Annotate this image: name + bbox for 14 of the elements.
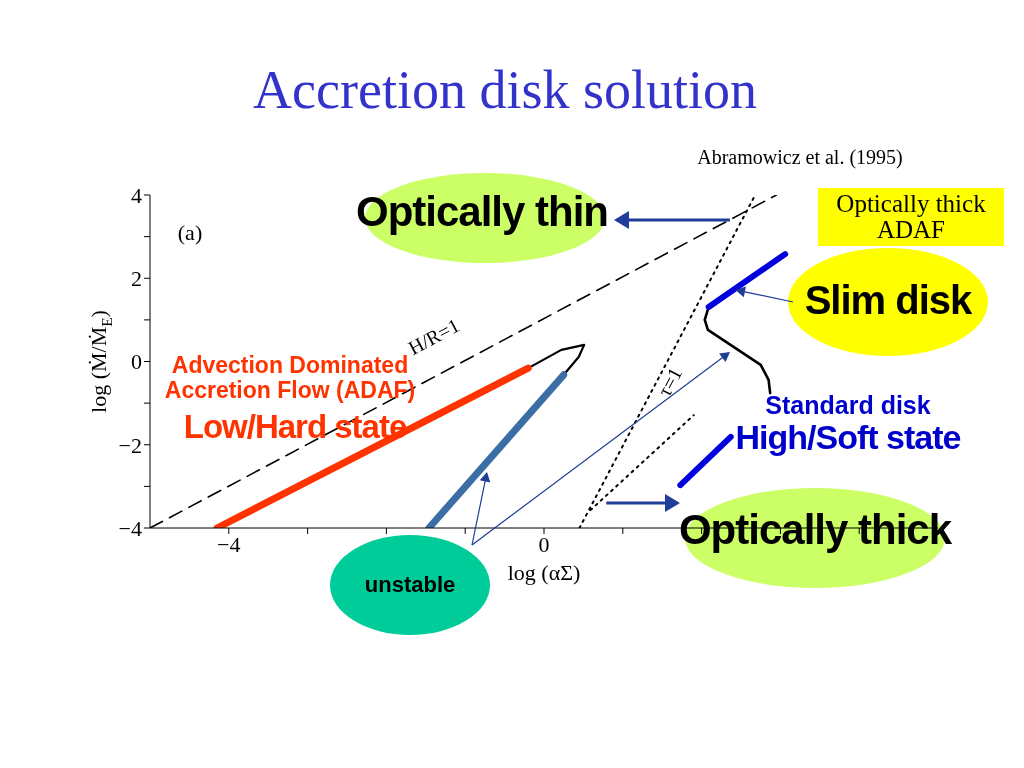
chart-title: Accretion disk solution (253, 59, 757, 121)
text: Abramowicz et al. (1995) (697, 145, 903, 168)
annotation: Standard disk (765, 390, 931, 419)
x-axis-title: log (αΣ) (507, 560, 581, 585)
y-tick-label: −4 (118, 515, 142, 541)
text: unstable (364, 572, 456, 598)
y-tick-label: −2 (118, 432, 142, 458)
annotation: (a) (177, 220, 203, 246)
annotation: Slim disk (804, 278, 972, 322)
y-tick-label: 4 (131, 182, 142, 208)
y-tick-label: 2 (131, 266, 142, 292)
annotation: High/Soft state (735, 418, 961, 457)
y-tick-label: 0 (131, 349, 142, 375)
annotation: τ=1 (652, 363, 687, 400)
